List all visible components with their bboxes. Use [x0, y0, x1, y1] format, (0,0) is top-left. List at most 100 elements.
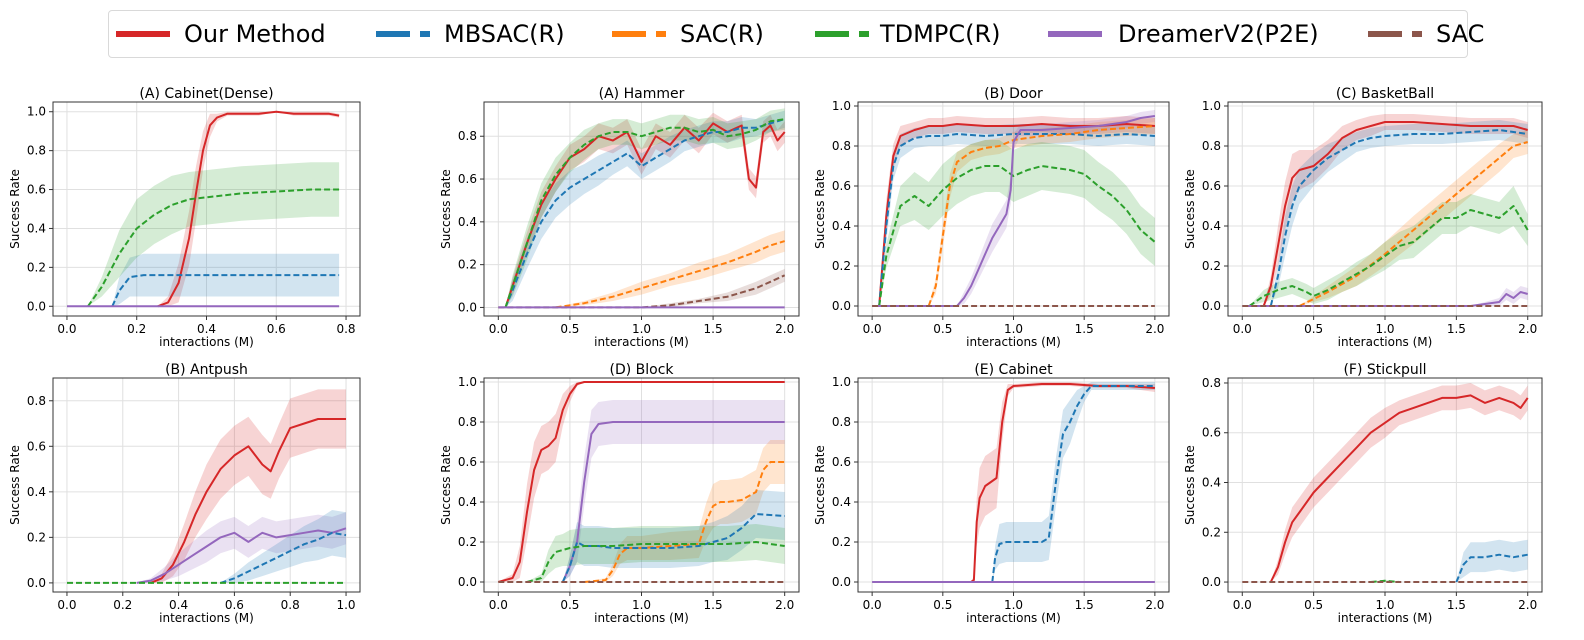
y-tick-label: 0.2	[458, 258, 477, 272]
y-tick-label: 0.0	[832, 299, 851, 313]
x-tick-label: 0.4	[169, 598, 188, 612]
x-tick-label: 0.0	[489, 322, 508, 336]
legend-label-tdmpc-r: TDMPC(R)	[879, 20, 1000, 48]
x-tick-label: 1.0	[632, 322, 651, 336]
x-axis-label: interactions (M)	[159, 611, 254, 625]
y-axis-label: Success Rate	[813, 169, 827, 249]
band-our-method	[150, 389, 346, 583]
series-line-our-method	[970, 383, 1155, 583]
y-axis-label: Success Rate	[1183, 169, 1197, 249]
x-tick-label: 0.5	[1304, 322, 1323, 336]
series-line-mbsac-r	[1269, 129, 1528, 307]
legend-box	[108, 10, 1468, 58]
y-axis-label: Success Rate	[813, 445, 827, 525]
subplot-b-door: 0.0 0.5 1.0 1.5 2.0 0.0 0.2 0.4 0.6 0.8 1.0 (B) Doo…	[813, 86, 1170, 349]
y-tick-label: 0.6	[458, 172, 477, 186]
series-line-mbsac-r	[561, 513, 785, 583]
legend-entry-our-method: Our Method	[116, 20, 326, 48]
axes-frame	[52, 377, 361, 593]
x-tick-label: 1.5	[704, 598, 723, 612]
y-axis-label: Success Rate	[8, 169, 22, 249]
band-dreamerv2-p2e	[136, 512, 346, 583]
subplot-b-antpush: 0.0 0.2 0.4 0.6 0.8 1.0 0.0 0.2 0.4 0.6 0.8 (B) Ant…	[8, 362, 361, 625]
y-tick-label: 0.8	[1202, 376, 1221, 390]
band-mbsac-r	[1456, 539, 1528, 582]
y-tick-label: 0.6	[832, 455, 851, 469]
series-line-mbsac-r	[111, 274, 340, 307]
legend-entry-tdmpc-r: TDMPC(R)	[815, 20, 1000, 48]
series-line-mbsac-r	[991, 385, 1155, 583]
series-line-our-method	[150, 418, 346, 584]
y-tick-label: 0.4	[1202, 476, 1221, 490]
x-tick-label: 2.0	[1518, 322, 1537, 336]
x-tick-label: 1.5	[1075, 322, 1094, 336]
x-axis-label: interactions (M)	[966, 335, 1061, 349]
legend-label-sac: SAC	[1436, 20, 1484, 48]
subplot-a-hammer: 0.0 0.5 1.0 1.5 2.0 0.0 0.2 0.4 0.6 0.8 (A) Hammer…	[439, 86, 800, 349]
y-tick-label: 0.2	[1202, 525, 1221, 539]
band-dreamerv2-p2e	[1242, 286, 1528, 306]
y-tick-label: 0.6	[1202, 179, 1221, 193]
series-line-our-method	[157, 110, 340, 308]
legend-label-dreamerv2-p2e: DreamerV2(P2E)	[1118, 20, 1319, 48]
y-tick-label: 0.0	[1202, 575, 1221, 589]
y-tick-label: 0.0	[832, 575, 851, 589]
y-axis-label: Success Rate	[439, 169, 453, 249]
y-tick-label: 0.6	[27, 439, 46, 453]
x-tick-label: 0.5	[560, 322, 579, 336]
x-axis-label: interactions (M)	[594, 335, 689, 349]
series-layer	[498, 108, 786, 309]
x-tick-label: 1.5	[1075, 598, 1094, 612]
x-tick-label: 2.0	[775, 322, 794, 336]
series-line-sac-r	[584, 461, 785, 583]
x-tick-label: 1.0	[336, 598, 355, 612]
y-tick-label: 0.0	[458, 575, 477, 589]
y-tick-label: 0.8	[27, 394, 46, 408]
series-line-dreamerv2-p2e	[872, 115, 1156, 307]
subplot-title: (A) Cabinet(Dense)	[139, 86, 273, 102]
series-line-tdmpc-r	[87, 188, 340, 307]
y-tick-label: 0.0	[1202, 299, 1221, 313]
plot-area	[53, 378, 360, 592]
subplot-title: (B) Door	[984, 86, 1043, 102]
series-line-our-method	[1269, 394, 1529, 583]
legend-label-our-method: Our Method	[184, 20, 326, 48]
band-dreamerv2-p2e	[562, 400, 785, 582]
x-tick-label: 0.2	[113, 598, 132, 612]
x-axis-label: interactions (M)	[594, 611, 689, 625]
series-line-tdmpc-r	[878, 165, 1156, 307]
x-tick-label: 0.5	[933, 322, 952, 336]
y-tick-label: 0.2	[1202, 259, 1221, 273]
x-tick-label: 1.0	[632, 598, 651, 612]
x-tick-label: 0.0	[863, 598, 882, 612]
series-line-tdmpc-r	[526, 541, 785, 583]
x-tick-label: 2.0	[1145, 322, 1164, 336]
band-mbsac-r	[992, 382, 1155, 582]
y-tick-label: 1.0	[832, 375, 851, 389]
y-tick-label: 1.0	[1202, 99, 1221, 113]
x-tick-label: 2.0	[1518, 598, 1537, 612]
x-axis-label: interactions (M)	[159, 335, 254, 349]
series-line-our-method	[504, 122, 786, 308]
x-tick-label: 0.0	[1233, 322, 1252, 336]
band-tdmpc-r	[87, 162, 340, 307]
band-tdmpc-r	[505, 108, 785, 308]
series-line-tdmpc-r	[1370, 579, 1400, 583]
x-tick-label: 0.6	[225, 598, 244, 612]
x-tick-label: 0.0	[489, 598, 508, 612]
y-tick-label: 0.8	[458, 415, 477, 429]
series-line-sac-r	[555, 240, 785, 309]
series-layer	[1242, 114, 1529, 307]
legend-label-mbsac-r: MBSAC(R)	[444, 20, 565, 48]
subplot-e-cabinet: 0.0 0.5 1.0 1.5 2.0 0.0 0.2 0.4 0.6 0.8 1.0 (E) Cab…	[813, 362, 1170, 625]
band-tdmpc-r	[879, 140, 1155, 306]
x-tick-label: 0.4	[197, 322, 216, 336]
subplot-title: (D) Block	[609, 362, 674, 378]
band-mbsac-r	[112, 253, 340, 307]
y-tick-label: 0.6	[832, 179, 851, 193]
x-tick-label: 0.2	[127, 322, 146, 336]
series-layer	[498, 381, 785, 583]
y-tick-label: 0.2	[832, 535, 851, 549]
y-tick-label: 0.8	[1202, 139, 1221, 153]
series-line-our-method	[498, 381, 785, 583]
